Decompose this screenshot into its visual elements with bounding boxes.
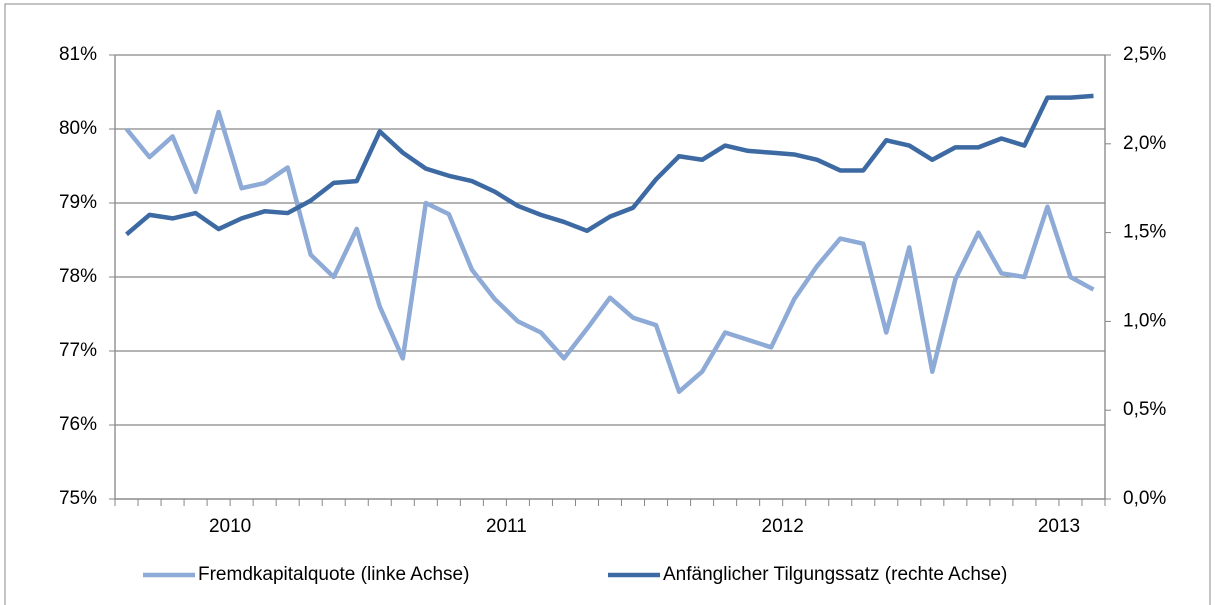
y2-tick-label: 2,0% bbox=[1123, 133, 1166, 154]
legend-label: Fremdkapitalquote (linke Achse) bbox=[198, 564, 469, 585]
y2-tick-label: 0,5% bbox=[1123, 399, 1166, 420]
y-tick-label: 76% bbox=[59, 414, 97, 435]
y2-tick-label: 2,5% bbox=[1123, 44, 1166, 65]
y2-tick-label: 1,0% bbox=[1123, 310, 1166, 331]
y2-tick-label: 1,5% bbox=[1123, 222, 1166, 243]
y-tick-label: 75% bbox=[59, 488, 97, 509]
y-tick-label: 78% bbox=[59, 266, 97, 287]
x-tick-label: 2011 bbox=[486, 516, 527, 537]
line-series bbox=[124, 109, 1095, 394]
y-tick-label: 77% bbox=[59, 340, 97, 361]
chart-frame bbox=[4, 3, 1211, 605]
x-tick-label: 2013 bbox=[1038, 516, 1080, 537]
y-tick-label: 79% bbox=[59, 192, 97, 213]
x-tick-label: 2010 bbox=[209, 516, 251, 537]
y2-tick-label: 0,0% bbox=[1123, 488, 1166, 509]
y-tick-label: 80% bbox=[59, 118, 97, 139]
y-tick-label: 81% bbox=[59, 44, 97, 65]
x-tick-label: 2012 bbox=[762, 516, 804, 537]
legend-label: Anfänglicher Tilgungssatz (rechte Achse) bbox=[663, 564, 1007, 585]
line-series bbox=[125, 93, 1094, 237]
